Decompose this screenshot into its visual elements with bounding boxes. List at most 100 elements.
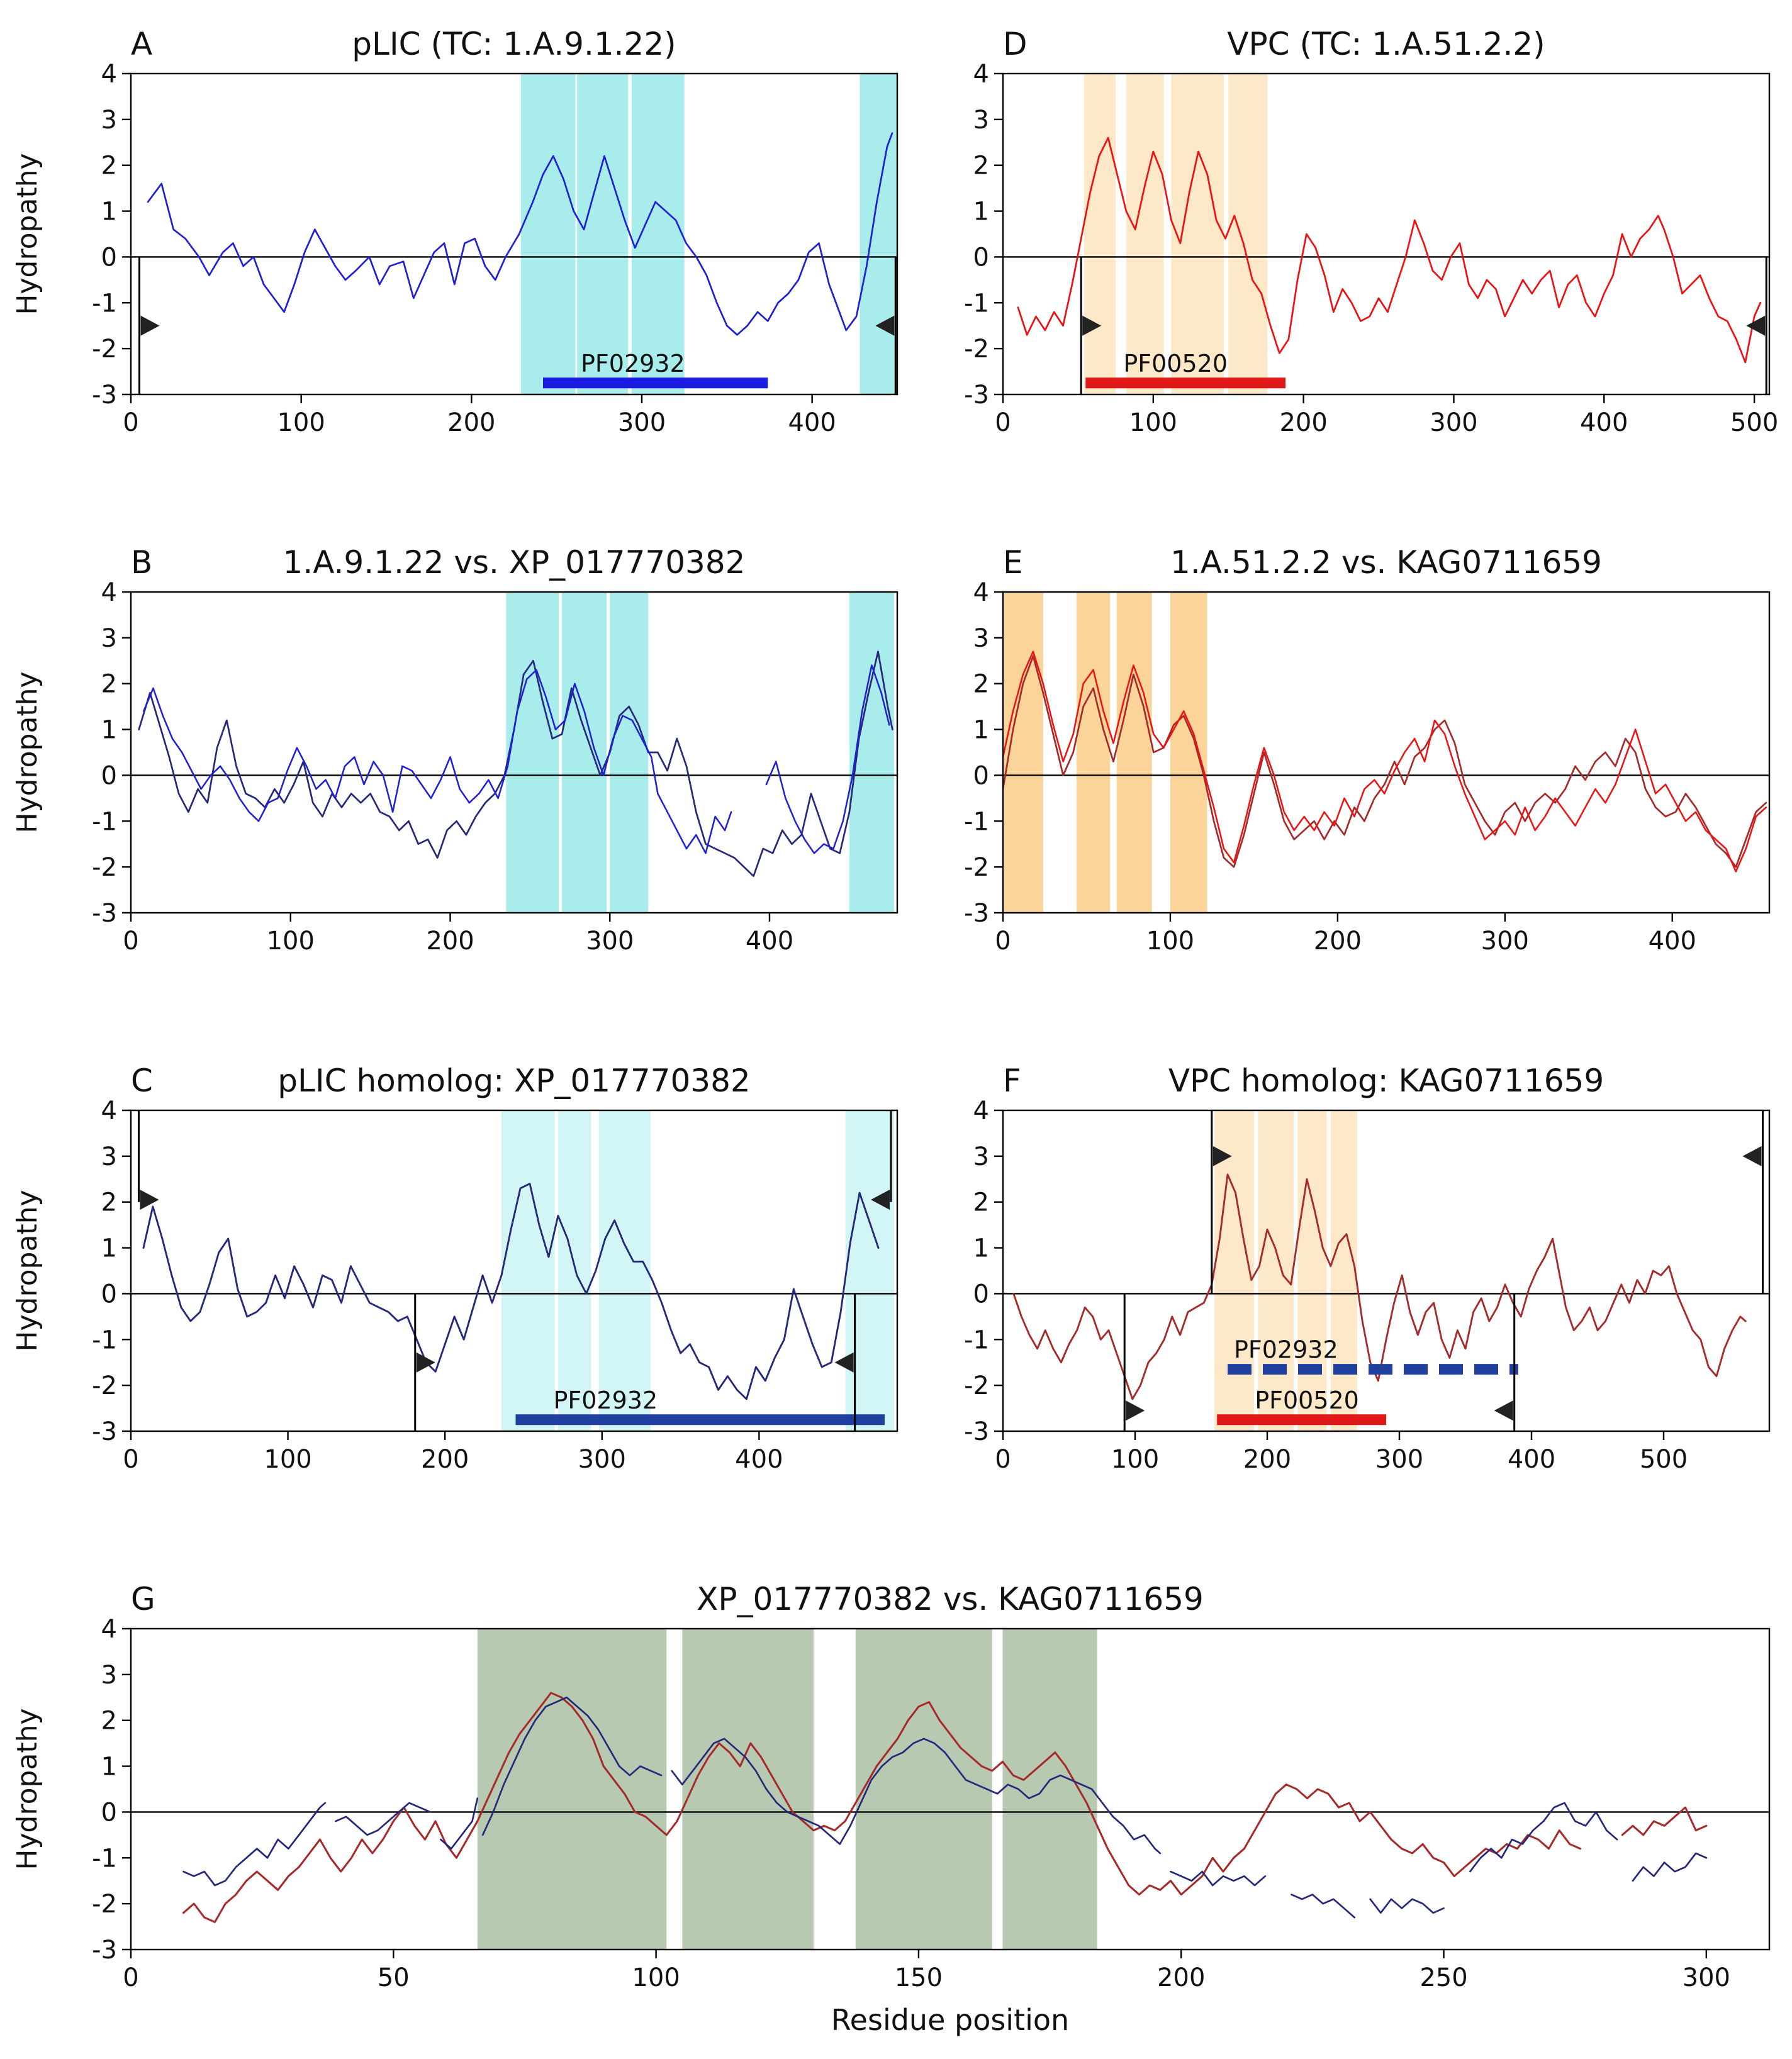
y-tick-label: 1 — [101, 716, 117, 745]
y-tick-label: 2 — [973, 152, 989, 181]
y-tick-label: -1 — [964, 807, 989, 836]
x-tick-label: 200 — [1314, 927, 1362, 956]
tms-band — [1084, 74, 1116, 394]
x-tick-label: 400 — [1508, 1445, 1555, 1474]
series-line — [1170, 1870, 1267, 1887]
panel-letter: C — [131, 1063, 153, 1099]
y-tick-label: 0 — [101, 1280, 117, 1308]
y-tick-label: 2 — [101, 670, 117, 699]
x-tick-label: 200 — [1243, 1445, 1291, 1474]
region-marker-arrow — [140, 315, 160, 336]
y-tick-label: 3 — [973, 1142, 989, 1171]
y-tick-label: -3 — [964, 899, 989, 928]
panel-letter: E — [1003, 544, 1023, 581]
x-tick-label: 200 — [447, 408, 495, 437]
series-line — [147, 132, 893, 336]
x-tick-label: 150 — [895, 1963, 943, 1992]
y-tick-label: -3 — [92, 381, 117, 410]
series-line — [182, 1802, 327, 1887]
x-tick-label: 400 — [746, 927, 793, 956]
series-line — [142, 1183, 880, 1400]
y-tick-label: 1 — [973, 1234, 989, 1263]
y-tick-label: -1 — [92, 1844, 117, 1873]
y-tick-label: -1 — [964, 1325, 989, 1354]
series-group — [142, 1183, 880, 1400]
x-tick-label: 0 — [995, 927, 1011, 956]
x-tick-label: 500 — [1730, 408, 1778, 437]
x-tick-label: 200 — [421, 1445, 469, 1474]
y-tick-label: 4 — [101, 1096, 117, 1125]
y-tick-label: 1 — [973, 198, 989, 226]
tms-band — [562, 592, 607, 913]
x-tick-label: 300 — [1375, 1445, 1423, 1474]
x-tick-label: 400 — [735, 1445, 783, 1474]
y-tick-label: 1 — [973, 716, 989, 745]
series-line — [1003, 655, 1767, 868]
x-tick-label: 500 — [1640, 1445, 1688, 1474]
series-line — [1469, 1802, 1618, 1873]
panel-letter: F — [1003, 1063, 1021, 1099]
tms-band — [682, 1629, 814, 1950]
x-tick-label: 0 — [123, 408, 138, 437]
x-tick-label: 300 — [586, 927, 634, 956]
tms-band — [1228, 74, 1268, 394]
y-tick-label: 0 — [101, 1798, 117, 1827]
tms-band — [1214, 1110, 1254, 1431]
y-tick-label: -1 — [92, 807, 117, 836]
x-tick-label: 0 — [995, 1445, 1011, 1474]
panel-d: PF00520 0 100 200 300 400 500 -3 -2 -1 0 1 2 3 4 VPC (T… — [964, 26, 1778, 437]
tms-band — [610, 592, 649, 913]
pfam-label: PF02932 — [553, 1387, 658, 1414]
y-tick-label: -3 — [92, 899, 117, 928]
y-tick-label: 4 — [973, 1096, 989, 1125]
y-axis-label: Hydropathy — [11, 1190, 43, 1351]
pfam-label: PF00520 — [1255, 1387, 1359, 1414]
pfam-label: PF02932 — [581, 350, 685, 377]
series-line — [1632, 1852, 1708, 1882]
panel-letter: G — [131, 1581, 155, 1617]
series-group — [1017, 137, 1762, 364]
region-marker-arrow — [1082, 315, 1102, 336]
x-tick-label: 300 — [1430, 408, 1477, 437]
region-marker-arrow — [1746, 315, 1766, 336]
tms-band — [598, 1110, 651, 1431]
y-tick-label: 3 — [101, 106, 117, 135]
tms-band — [520, 74, 576, 394]
x-tick-label: 100 — [1146, 927, 1194, 956]
x-tick-label: 0 — [123, 1963, 138, 1992]
y-tick-label: 0 — [973, 761, 989, 790]
x-tick-label: 400 — [788, 408, 836, 437]
panel-title: 1.A.51.2.2 vs. KAG0711659 — [1170, 544, 1602, 581]
panel-title: pLIC homolog: XP_017770382 — [277, 1063, 750, 1099]
y-tick-label: -1 — [964, 289, 989, 318]
panel-f: PF02932 PF00520 0 100 200 300 400 500 -3 -2 -1 0 1 2 3… — [964, 1063, 1771, 1474]
region-marker-arrow — [871, 1190, 890, 1210]
y-tick-label: 2 — [973, 670, 989, 699]
tms-band — [1330, 1110, 1357, 1431]
y-tick-label: 3 — [101, 1661, 117, 1690]
region-marker-arrow — [1126, 1400, 1145, 1421]
y-tick-label: 0 — [973, 243, 989, 272]
y-tick-label: -2 — [964, 1371, 989, 1400]
x-tick-label: 300 — [1481, 927, 1529, 956]
tms-band — [860, 74, 897, 394]
region-marker-arrow — [416, 1352, 435, 1373]
tms-band — [477, 1629, 667, 1950]
y-tick-label: 4 — [101, 1615, 117, 1644]
y-tick-label: 3 — [101, 1142, 117, 1171]
series-group — [182, 1692, 1708, 1923]
tms-band — [1297, 1110, 1327, 1431]
region-marker-arrow — [1212, 1146, 1232, 1166]
x-tick-label: 100 — [267, 927, 315, 956]
y-axis-label: Hydropathy — [11, 153, 43, 315]
tms-band — [1077, 592, 1111, 913]
tms-band — [845, 1110, 895, 1431]
series-line — [143, 669, 732, 854]
panel-title: pLIC (TC: 1.A.9.1.22) — [352, 26, 676, 62]
x-tick-label: 50 — [378, 1963, 410, 1992]
y-axis-label: Hydropathy — [11, 1708, 43, 1870]
tms-band — [631, 74, 685, 394]
plot-frame — [130, 591, 899, 914]
series-line — [1012, 1173, 1747, 1400]
